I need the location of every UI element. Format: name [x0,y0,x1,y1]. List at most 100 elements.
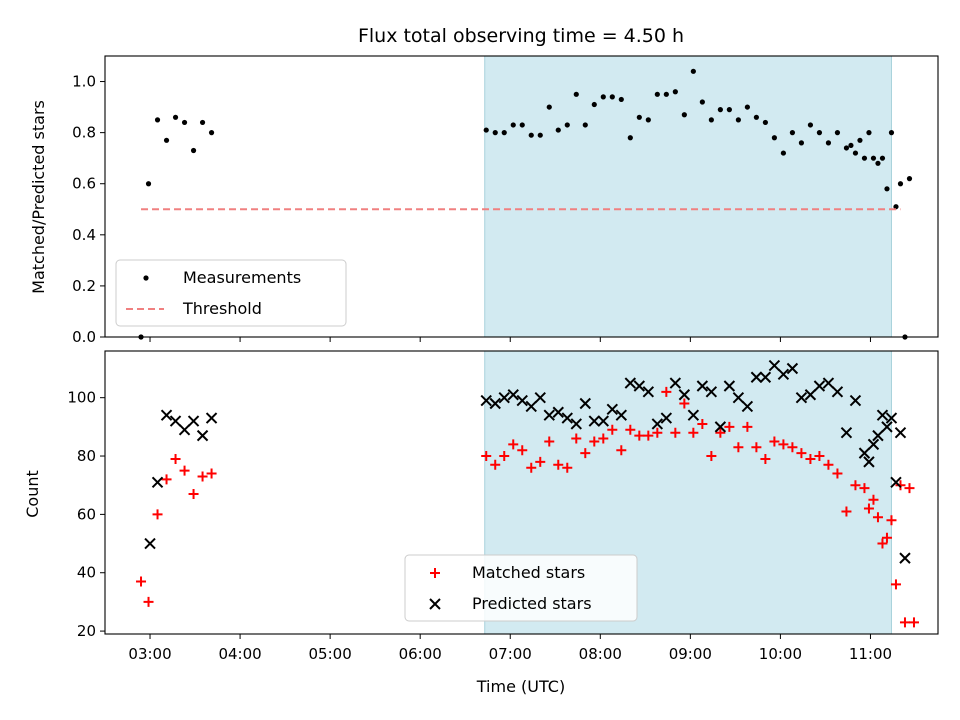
predicted-stars-point [849,394,862,407]
x-axis-label: Time (UTC) [476,677,565,696]
matched-stars-point [553,459,564,470]
matched-tail-point [881,532,892,543]
x-tick-label: 11:00 [849,645,892,663]
matched-stars-point [179,465,190,476]
predicted-stars-point [606,403,619,416]
predicted-stars-point [858,447,871,459]
measurements-point [546,104,552,110]
measurements-point [510,122,516,128]
predicted-stars-point [705,386,718,398]
predicted-stars-point [570,418,582,430]
predicted-stars-point [205,412,218,424]
predicted-stars-point [516,394,528,407]
matched-stars-point [580,448,591,459]
matched-stars-point [661,386,672,397]
matched-stars-point [652,427,663,438]
measurements-point [726,107,732,113]
predicted-stars-point [723,380,736,392]
measurements-point [190,147,197,154]
measurements-point [870,155,877,161]
top-y-axis-label: Matched/Predicted stars [29,100,48,294]
predicted-stars-point [151,476,164,488]
matched-stars-point [805,453,816,464]
matched-stars-point [904,483,915,494]
predicted-stars-point [885,412,898,424]
matched-stars-point [589,436,600,447]
measurements-point [744,104,750,110]
measurements-point [879,155,886,161]
predicted-stars-point [624,377,637,389]
predicted-stars-point [795,391,808,404]
matched-stars-point [161,474,172,485]
matched-stars-point [490,459,501,470]
matched-tail-point [908,617,919,628]
matched-stars-point [598,433,609,444]
measurements-tail-point [848,142,854,149]
y-tick-label: 1.0 [72,73,96,91]
matched-stars-point [481,451,492,462]
top-panel: 0.0 0.2 0.4 0.6 0.8 1.0 Measurements Threshold [72,55,939,346]
chart-title: Flux total observing time = 4.50 h [358,25,684,47]
matched-stars-point [742,421,753,432]
legend-label-threshold: Threshold [182,299,262,318]
measurements-point [681,112,687,118]
matched-stars-point [607,424,618,435]
matched-stars-point [643,430,654,441]
matched-stars-point [625,424,636,435]
measurements-point [843,145,850,151]
matched-stars-point [152,509,163,520]
predicted-stars-point [777,368,790,381]
predicted-stars-point [660,412,673,424]
measurements-point [888,130,895,136]
measurements-point [600,94,606,100]
predicted-stars-point [732,391,745,404]
matched-stars-point [535,456,546,467]
measurements-point [154,117,161,123]
matched-stars-point [796,448,807,459]
matched-stars-point [571,433,582,444]
matched-stars-point [868,494,879,505]
predicted-stars-point [534,391,546,404]
x-tick-label: 09:00 [669,645,712,663]
matched-stars-point [715,427,726,438]
measurements-point [537,132,543,138]
y-tick-label: 40 [77,564,96,582]
measurements-tail-point [857,137,863,143]
matched-stars-point [526,462,537,473]
y-tick-label: 0.4 [72,226,96,244]
predicted-stars-point [178,424,191,436]
predicted-stars-point [840,426,853,439]
predicted-stars-point [615,409,628,421]
measurements-point [501,130,507,136]
measurements-tail-point [875,160,881,166]
measurements-tail-point [884,186,890,192]
measurements-point [645,117,651,123]
predicted-stars-point [196,429,209,442]
matched-stars-point [517,445,528,456]
predicted-stars-point [696,380,709,392]
matched-stars-point [562,462,573,473]
measurements-point [199,119,206,126]
predicted-stars-point [678,389,691,401]
predicted-stars-point [642,386,655,398]
matched-stars-point [877,538,888,549]
predicted-stars-point [588,415,601,427]
x-tick-label: 06:00 [399,645,442,663]
matched-stars-point [508,439,519,450]
x-tick-label: 07:00 [489,645,532,663]
predicted-stars-point [579,397,591,410]
measurements-point [663,91,669,97]
measurements-point [708,117,714,123]
predicted-stars-point [633,380,646,392]
predicted-stars-point [543,409,555,421]
matched-stars-point [733,442,744,453]
predicted-stars-point [525,400,537,413]
predicted-stars-point [144,537,156,550]
y-tick-label: 0.2 [72,277,96,295]
matched-stars-point [170,453,181,464]
matched-stars-point [895,480,906,491]
predicted-stars-point [822,377,835,389]
measurements-point [519,122,525,128]
legend-label-matched-stars: Matched stars [472,563,585,582]
measurements-point [582,122,588,128]
